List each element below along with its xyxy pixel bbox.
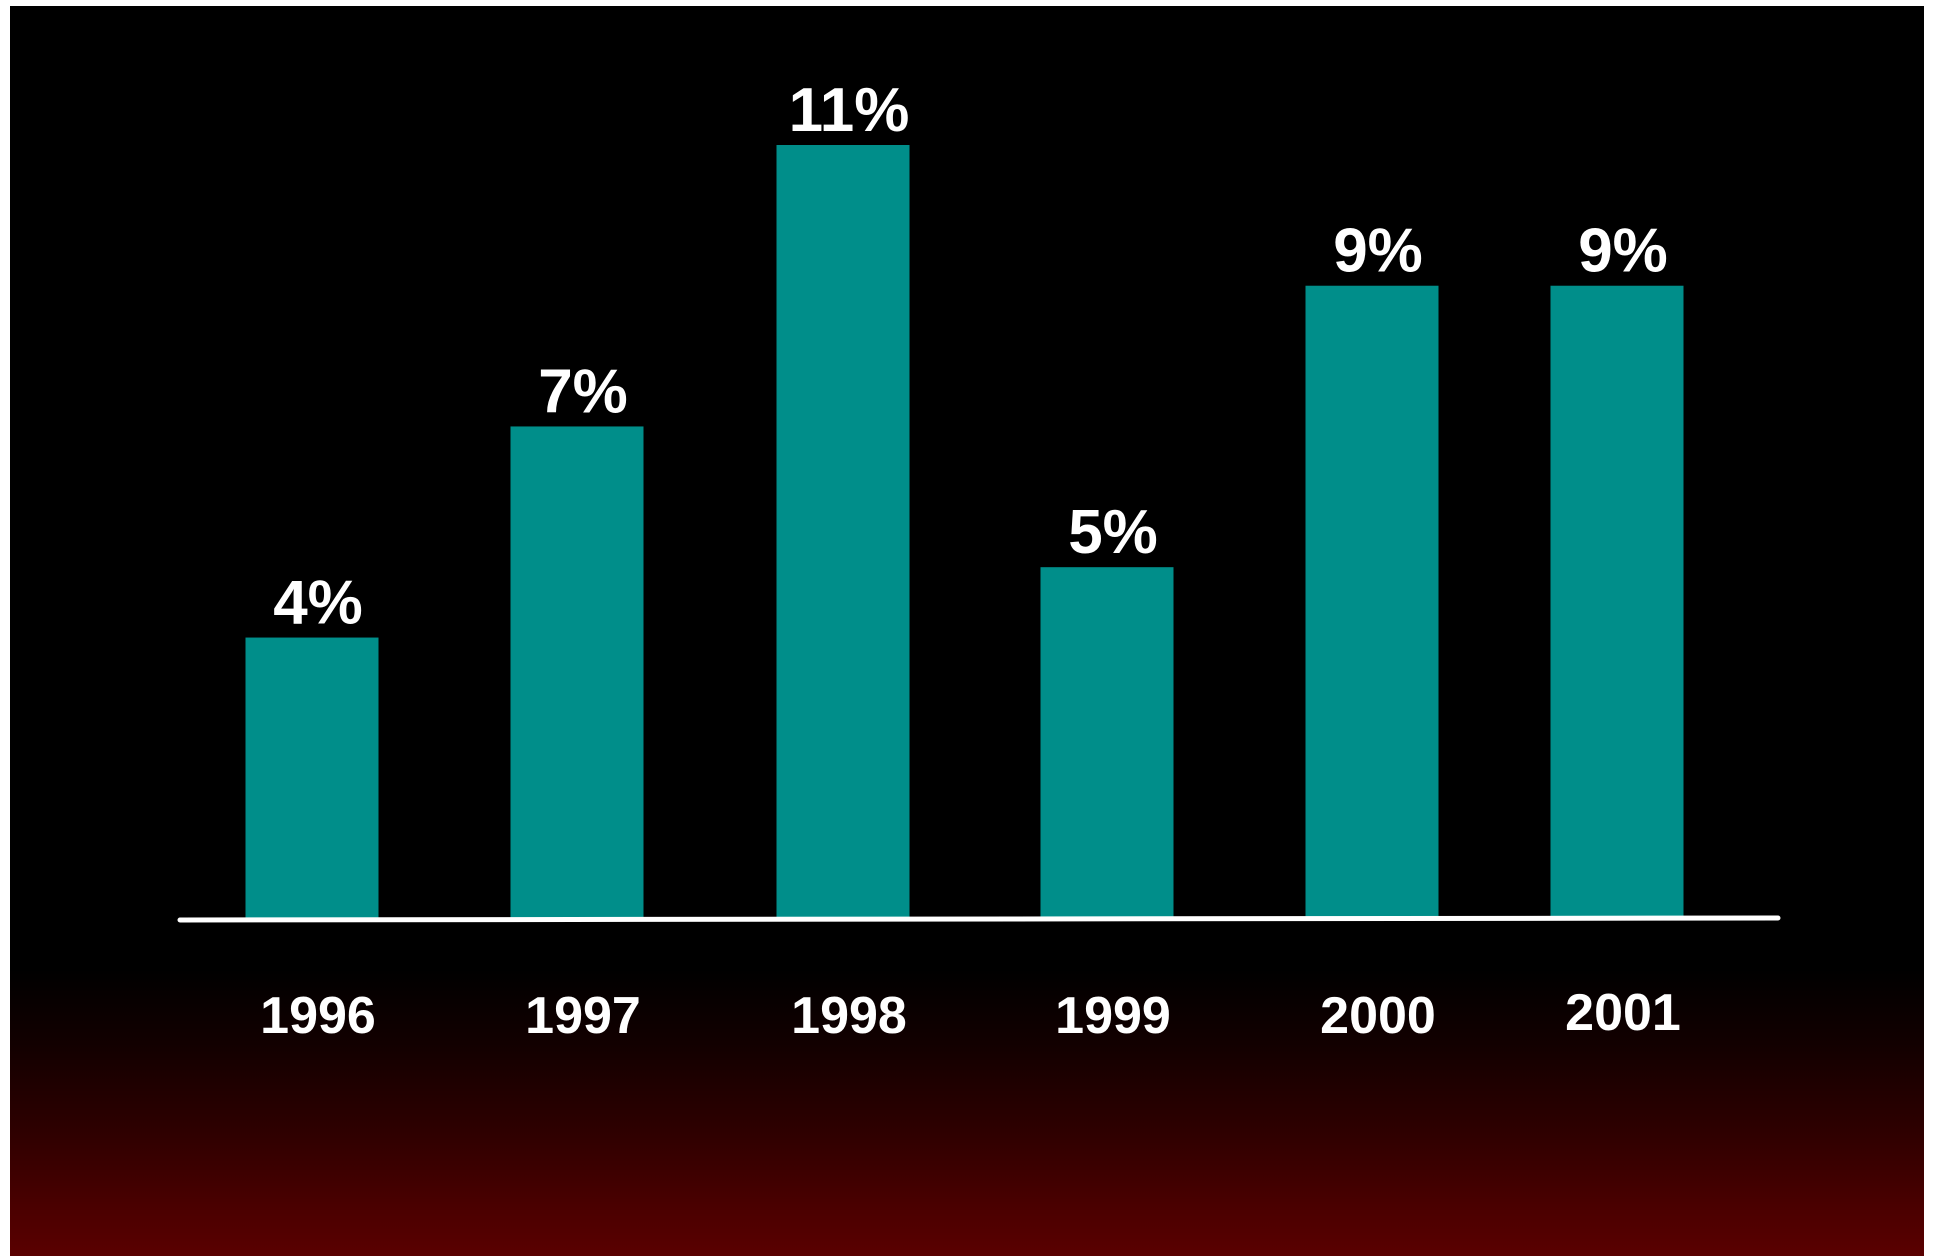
x-tick-label-2001: 2001: [1565, 984, 1681, 1042]
value-labels-group: 4% 7% 11% 5% 9% 9%: [273, 76, 1668, 638]
x-tick-label-1996: 1996: [260, 987, 376, 1045]
x-tick-label-1999: 1999: [1055, 987, 1171, 1045]
bar-1996: [245, 637, 379, 919]
x-axis-line: [177, 915, 1781, 923]
data-label-2000: 9%: [1333, 217, 1423, 286]
x-tick-label-2000: 2000: [1320, 987, 1436, 1045]
data-label-1996: 4%: [273, 569, 363, 638]
bar-2001: [1550, 285, 1684, 919]
data-label-1999: 5%: [1068, 498, 1158, 567]
x-tick-label-1998: 1998: [791, 987, 907, 1045]
bar-1998: [776, 145, 910, 919]
data-label-2001: 9%: [1578, 217, 1668, 286]
data-label-1997: 7%: [538, 357, 628, 426]
bar-1999: [1040, 567, 1174, 919]
bar-2000: [1305, 285, 1439, 919]
bars-group: [245, 145, 1684, 919]
data-label-1998: 11%: [789, 76, 910, 145]
x-tick-label-1997: 1997: [525, 987, 641, 1045]
x-tick-labels-group: 1996 1997 1998 1999 2000 2001: [260, 984, 1681, 1045]
bar-1997: [510, 426, 644, 919]
